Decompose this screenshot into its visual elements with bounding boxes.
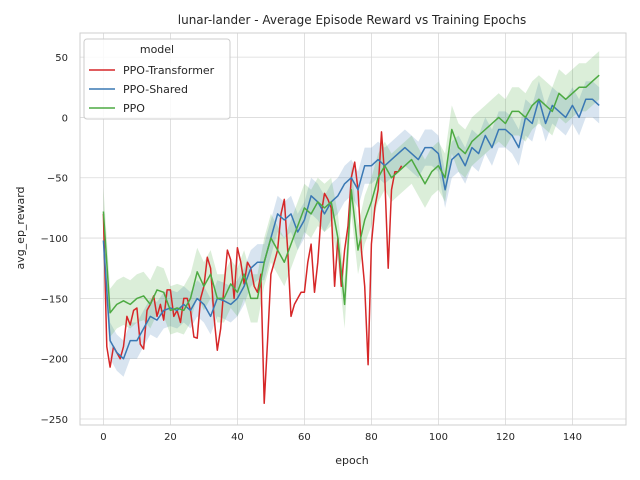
chart-title: lunar-lander - Average Episode Reward vs… [178, 13, 526, 27]
x-axis-label: epoch [335, 454, 369, 467]
y-tick-label: −200 [41, 355, 68, 366]
x-tick-label: 120 [496, 432, 515, 443]
x-tick-label: 20 [164, 432, 177, 443]
plot-frame [79, 32, 627, 426]
x-tick-label: 60 [298, 432, 311, 443]
x-tick-label: 40 [231, 432, 244, 443]
y-tick-label: 0 [62, 113, 68, 124]
legend-title: model [140, 43, 174, 56]
y-tick-label: −150 [41, 294, 68, 305]
y-tick-label: −50 [47, 174, 68, 185]
y-tick-label: 50 [55, 53, 68, 64]
x-tick-label: 140 [563, 432, 582, 443]
x-tick-label: 100 [429, 432, 448, 443]
legend: model PPO-Transformer PPO-Shared PPO [83, 38, 231, 120]
legend-entry: PPO [123, 102, 145, 115]
legend-entry: PPO-Transformer [123, 64, 215, 77]
x-tick-label: 80 [365, 432, 378, 443]
x-tick-label: 0 [100, 432, 106, 443]
legend-box [83, 38, 231, 120]
y-axis-label: avg_ep_reward [14, 186, 27, 269]
y-tick-label: −250 [41, 415, 68, 426]
legend-entry: PPO-Shared [123, 83, 188, 96]
series-line [102, 74, 600, 314]
y-tick-label: −100 [41, 234, 68, 245]
